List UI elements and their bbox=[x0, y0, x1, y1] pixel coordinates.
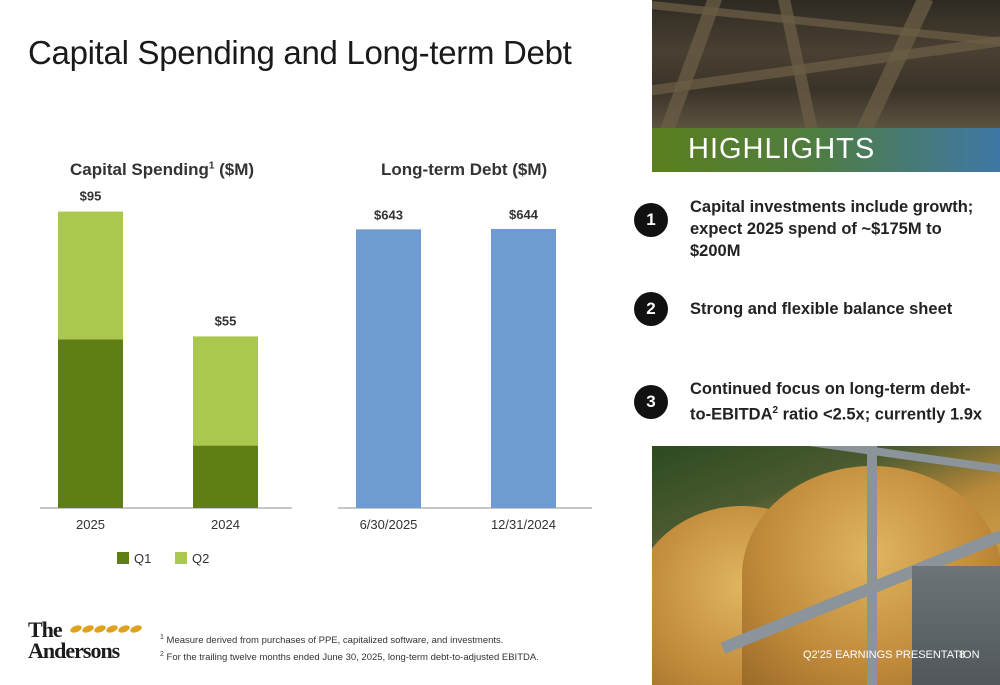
legend-label-q1: Q1 bbox=[134, 551, 152, 566]
footnotes: 1 Measure derived from purchases of PPE,… bbox=[160, 631, 539, 665]
capex-title-footnote-marker: 1 bbox=[208, 160, 215, 172]
andersons-logo: The Andersons bbox=[28, 617, 148, 663]
capex-category-label-2025: 2025 bbox=[76, 517, 105, 532]
grain-truck-photo bbox=[652, 446, 1000, 685]
highlight-text-3: Continued focus on long-term debt-to-EBI… bbox=[690, 378, 990, 426]
page-number: 8 bbox=[959, 649, 966, 661]
debt-value-label-0: $643 bbox=[374, 207, 403, 222]
logo-text-the: The bbox=[28, 617, 63, 642]
capex-bar-2024-q2 bbox=[193, 336, 258, 446]
legend-swatch-q1 bbox=[117, 552, 129, 564]
logo-text-andersons: Andersons bbox=[28, 638, 120, 663]
highlight-text-3-footnote-marker: 2 bbox=[772, 405, 779, 416]
debt-category-label-0: 6/30/2025 bbox=[360, 517, 418, 532]
charts-canvas: $95 2025 $55 2024 $643 6/30/2025 $644 12/31/202… bbox=[40, 189, 592, 532]
highlight-text-3-tail: ratio <2.5x; currently 1.9x bbox=[778, 405, 983, 424]
highlights-heading: HIGHLIGHTS bbox=[688, 133, 876, 165]
highlight-number-2: 2 bbox=[634, 292, 668, 326]
debt-category-label-1: 12/31/2024 bbox=[491, 517, 556, 532]
legend-swatch-q2 bbox=[174, 552, 187, 564]
capex-bar-2024-q1 bbox=[193, 445, 258, 508]
capex-title-text: Capital Spending bbox=[70, 160, 209, 179]
wheat-icon bbox=[70, 625, 142, 633]
capex-total-label-2024: $55 bbox=[215, 313, 237, 328]
highlight-number-3: 3 bbox=[634, 385, 668, 419]
legend-label-q2: Q2 bbox=[191, 551, 210, 566]
footnote-2-marker: 2 bbox=[160, 651, 164, 659]
debt-bar-1 bbox=[491, 228, 556, 508]
highlight-number-1: 1 bbox=[634, 203, 668, 237]
capex-category-label-2024: 2024 bbox=[211, 517, 240, 532]
debt-chart-title: Long-term Debt ($M) bbox=[381, 160, 548, 179]
capex-bar-2025-q2 bbox=[58, 211, 123, 340]
footnote-2-text: For the trailing twelve months ended Jun… bbox=[166, 652, 539, 664]
highlight-text-3-main: Continued focus on long-term debt-to-EBI… bbox=[690, 380, 971, 424]
debt-bar-0 bbox=[356, 229, 421, 508]
capex-chart-title: Capital Spending1 ($M) bbox=[70, 160, 254, 180]
capex-title-unit: ($M) bbox=[214, 160, 255, 179]
highlights-banner bbox=[652, 128, 1000, 172]
footnote-1-marker: 1 bbox=[160, 634, 164, 641]
slide-title: Capital Spending and Long-term Debt bbox=[28, 34, 572, 71]
capex-bar-2025-q1 bbox=[58, 339, 123, 508]
debt-value-label-1: $644 bbox=[509, 207, 539, 222]
capex-legend: Q1 Q2 bbox=[117, 551, 209, 566]
grain-bin-photo bbox=[652, 0, 1000, 128]
footnote-1-text: Measure derived from purchases of PPE, c… bbox=[166, 635, 504, 647]
footnote-2: 2 For the trailing twelve months ended J… bbox=[160, 648, 539, 665]
footer-label: Q2'25 EARNINGS PRESENTATION bbox=[803, 649, 980, 661]
highlight-text-2: Strong and flexible balance sheet bbox=[690, 300, 953, 318]
highlight-text-1: Capital investments include growth; expe… bbox=[690, 198, 974, 260]
capex-total-label-2025: $95 bbox=[80, 189, 102, 204]
footnote-1: 1 Measure derived from purchases of PPE,… bbox=[160, 631, 539, 648]
